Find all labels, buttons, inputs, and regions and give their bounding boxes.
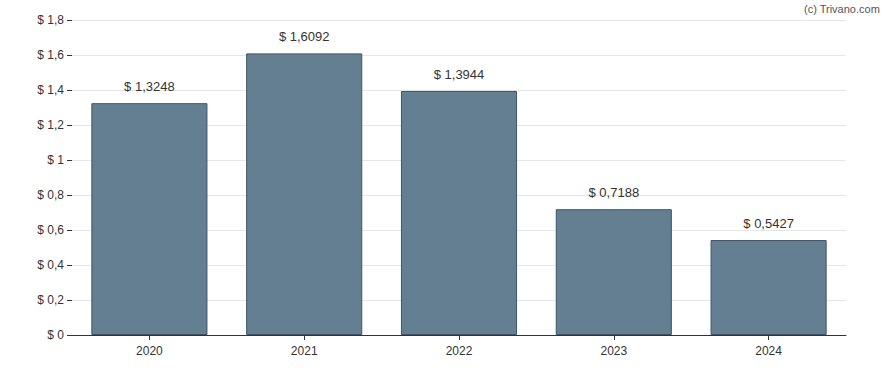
- svg-text:$ 1,6092: $ 1,6092: [279, 29, 330, 44]
- svg-text:$ 1,3944: $ 1,3944: [434, 67, 485, 82]
- svg-text:$ 1,3248: $ 1,3248: [124, 79, 175, 94]
- svg-text:(c) Trivano.com: (c) Trivano.com: [804, 3, 880, 15]
- svg-text:$ 0: $ 0: [47, 328, 64, 342]
- svg-text:$ 0,2: $ 0,2: [37, 293, 64, 307]
- svg-text:$ 0,8: $ 0,8: [37, 188, 64, 202]
- svg-text:$ 0,4: $ 0,4: [37, 258, 64, 272]
- svg-text:2021: 2021: [291, 344, 318, 358]
- svg-text:2022: 2022: [446, 344, 473, 358]
- svg-text:$ 0,5427: $ 0,5427: [743, 216, 794, 231]
- svg-text:$ 0,6: $ 0,6: [37, 223, 64, 237]
- svg-text:2020: 2020: [136, 344, 163, 358]
- svg-text:2023: 2023: [600, 344, 627, 358]
- svg-text:$ 1,4: $ 1,4: [37, 83, 64, 97]
- svg-text:$ 1,2: $ 1,2: [37, 118, 64, 132]
- svg-text:$ 1: $ 1: [47, 153, 64, 167]
- svg-text:$ 1,8: $ 1,8: [37, 13, 64, 27]
- svg-text:$ 1,6: $ 1,6: [37, 48, 64, 62]
- svg-text:$ 0,7188: $ 0,7188: [588, 185, 639, 200]
- svg-text:2024: 2024: [755, 344, 782, 358]
